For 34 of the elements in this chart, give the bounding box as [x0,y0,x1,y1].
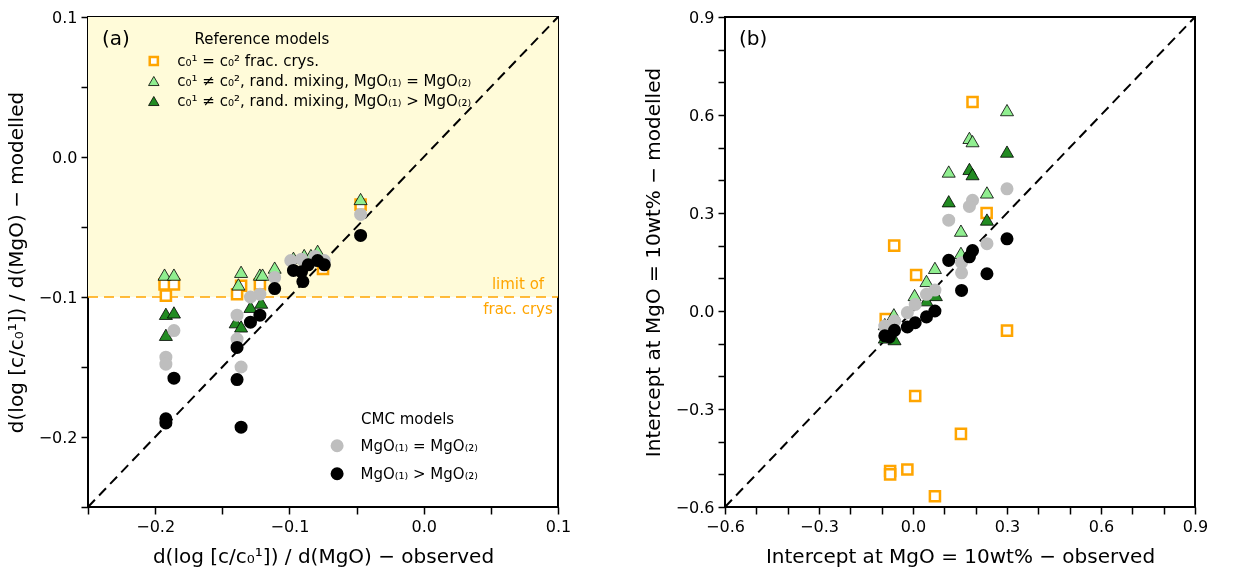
y-tick-label: −0.1 [38,287,78,307]
ref-line-label: limit of frac. crys [483,275,553,318]
annotation: (b) [739,26,768,50]
x-axis-title: d(log [c/c₀¹]) / d(MgO) − observed [152,543,495,568]
y-tick-label: 0.3 [689,203,715,223]
x-axis-title: Intercept at MgO = 10wt% − observed [765,543,1156,568]
y-tick-label: −0.2 [38,427,78,447]
legend-label: MgO₍₁₎ = MgO₍₂₎ [360,436,479,455]
y-tick-label: 0.0 [689,301,715,321]
legend-label: c₀¹ = c₀² frac. crys. [177,52,320,70]
x-tick-label: 0.3 [994,516,1021,536]
y-tick-label: 0.0 [52,147,78,167]
annotation: CMC models [361,409,455,428]
x-tick-label: −0.2 [136,516,176,536]
y-tick-label: 0.6 [689,105,715,125]
y-tick-label: −0.3 [675,399,715,419]
x-tick-label: −0.6 [706,516,745,536]
annotation: (a) [102,26,130,50]
y-axis-title: d(log [c/c₀¹]) / d(MgO) − modelled [3,91,28,434]
y-tick-label: 0.9 [689,7,715,27]
y-axis-title: Intercept at MgO = 10wt% − modelled [640,67,665,458]
legend-label: c₀¹ ≠ c₀², rand. mixing, MgO₍₁₎ > MgO₍₂₎ [177,92,472,110]
legend-label: c₀¹ ≠ c₀², rand. mixing, MgO₍₁₎ = MgO₍₂₎ [177,72,472,90]
x-tick-label: −0.3 [800,516,839,536]
y-tick-label: 0.1 [52,7,78,27]
x-tick-label: 0.1 [545,516,572,536]
x-tick-label: −0.1 [270,516,310,536]
legend-label: MgO₍₁₎ > MgO₍₂₎ [360,464,479,483]
legend-title: Reference models [194,30,330,48]
x-tick-label: 0.9 [1182,516,1209,536]
x-tick-label: 0.6 [1088,516,1115,536]
x-tick-label: 0.0 [900,516,927,536]
y-tick-label: −0.6 [675,497,715,517]
x-tick-label: 0.0 [411,516,437,536]
